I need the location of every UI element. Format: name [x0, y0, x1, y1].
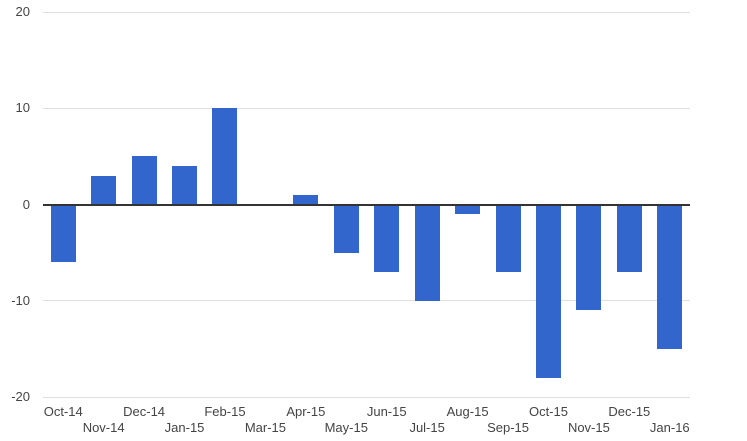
gridline — [43, 396, 690, 398]
x-axis-label-sep-15: Sep-15 — [487, 420, 529, 435]
x-axis-baseline — [43, 203, 690, 206]
bar-jan-16[interactable] — [657, 205, 683, 349]
x-axis-label-feb-15: Feb-15 — [204, 404, 246, 419]
x-axis-label-aug-15: Aug-15 — [446, 404, 489, 419]
y-axis-tick-label: -20 — [11, 389, 30, 404]
y-axis-tick-label: 10 — [15, 100, 30, 116]
gridline — [43, 11, 690, 13]
bar-jun-15[interactable] — [374, 205, 400, 272]
x-axis-label-oct-15: Oct-15 — [528, 404, 568, 419]
x-axis-label-nov-15: Nov-15 — [567, 420, 610, 435]
x-axis-label-dec-15: Dec-15 — [608, 404, 651, 419]
y-axis-tick-label: 0 — [22, 196, 30, 212]
gridline — [43, 107, 690, 109]
x-axis-label-jul-15: Jul-15 — [409, 420, 445, 435]
bar-nov-15[interactable] — [576, 205, 602, 311]
x-axis-label-oct-14: Oct-14 — [43, 404, 83, 419]
x-axis-label-nov-14: Nov-14 — [82, 420, 125, 435]
x-axis-label-mar-15: Mar-15 — [244, 420, 286, 435]
bar-jul-15[interactable] — [414, 205, 440, 301]
bar-sep-15[interactable] — [495, 205, 521, 272]
x-axis-label-dec-14: Dec-14 — [123, 404, 166, 419]
bar-nov-14[interactable] — [91, 175, 117, 204]
bar-apr-15[interactable] — [293, 194, 319, 204]
bar-may-15[interactable] — [333, 205, 359, 253]
x-axis-label-apr-15: Apr-15 — [286, 404, 326, 419]
bar-oct-15[interactable] — [535, 205, 561, 378]
gridline — [43, 300, 690, 302]
x-axis-label-jun-15: Jun-15 — [366, 404, 407, 419]
bar-aug-15[interactable] — [455, 205, 481, 215]
y-axis-tick-label: 20 — [15, 4, 30, 19]
bar-dec-14[interactable] — [131, 156, 157, 204]
bar-dec-15[interactable] — [616, 205, 642, 272]
y-axis-tick-label: -10 — [11, 292, 30, 308]
bar-oct-14[interactable] — [50, 205, 76, 263]
x-axis-label-jan-16: Jan-16 — [649, 420, 690, 435]
x-axis-label-jan-15: Jan-15 — [164, 420, 205, 435]
x-axis-label-may-15: May-15 — [324, 420, 368, 435]
bar-feb-15[interactable] — [212, 108, 238, 204]
bar-jan-15[interactable] — [172, 166, 198, 204]
